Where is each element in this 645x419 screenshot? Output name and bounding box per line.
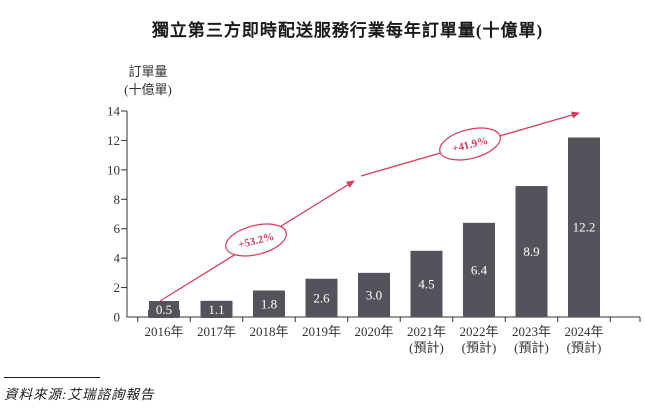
y-tick-label: 6 xyxy=(114,221,121,236)
x-category-label: 2021年 xyxy=(407,324,446,339)
bar-value-label: 3.0 xyxy=(366,287,382,302)
bar-2023年 xyxy=(515,186,548,317)
plot-area: 0 2 4 6 8 10 12 14 0.5 2016年 1.1 2017年 1.8 2018年 2.6 20… xyxy=(107,104,641,355)
x-category-label: 2018年 xyxy=(249,324,288,339)
y-axis-unit-line1: 訂單量 xyxy=(128,64,167,79)
growth-badge: +41.9% xyxy=(439,127,501,161)
x-category-label: 2017年 xyxy=(197,324,236,339)
bar-value-label: 0.5 xyxy=(156,302,172,317)
bar-value-chip xyxy=(149,301,179,318)
x-category-label-note: (預計) xyxy=(567,340,602,355)
bar-value-label: 1.1 xyxy=(208,302,224,317)
y-tick-label: 0 xyxy=(114,310,121,325)
y-tick-label: 2 xyxy=(114,280,121,295)
y-tick-label: 10 xyxy=(107,162,120,177)
growth-badge-ellipse xyxy=(225,223,287,257)
bar-2019年 xyxy=(305,278,338,317)
x-category-label-note: (預計) xyxy=(514,340,549,355)
bar-value-label: 12.2 xyxy=(573,220,596,235)
bar-2024年 xyxy=(568,137,600,317)
x-category-label-note: (預計) xyxy=(409,340,444,355)
bar-value-label: 4.5 xyxy=(418,276,434,291)
x-category-label-note: (預計) xyxy=(462,340,497,355)
order-volume-bar-chart: 訂單量 (十億單) 0 2 4 6 8 10 12 14 0.5 2016年 1.1 2017年 1.8… xyxy=(107,64,641,355)
bar-2018年 xyxy=(253,290,285,317)
x-category-label: 2023年 xyxy=(512,324,551,339)
y-tick-label: 8 xyxy=(114,192,121,207)
bar-2020年 xyxy=(358,272,390,317)
bar-2022年 xyxy=(463,222,495,317)
y-tick-label: 4 xyxy=(114,251,121,266)
x-category-label: 2020年 xyxy=(354,324,393,339)
y-tick-label: 12 xyxy=(107,133,120,148)
y-axis-unit-line2: (十億單) xyxy=(124,82,172,97)
bar-value-label: 2.6 xyxy=(313,290,330,305)
x-category-label: 2016年 xyxy=(144,324,183,339)
x-category-label: 2022年 xyxy=(459,324,498,339)
bar-value-label: 6.4 xyxy=(471,262,488,277)
x-category-label: 2024年 xyxy=(564,324,603,339)
growth-badge: +53.2% xyxy=(225,223,287,257)
y-tick-label: 14 xyxy=(107,104,121,119)
bar-value-chip xyxy=(201,301,232,318)
source-text: 資料來源:艾瑞諮詢報告 xyxy=(4,387,155,402)
bar-value-label: 8.9 xyxy=(523,244,539,259)
bar-value-label: 1.8 xyxy=(261,296,277,311)
growth-badge-ellipse xyxy=(439,127,501,161)
bar-2021年 xyxy=(410,250,443,317)
source-divider-line xyxy=(4,377,100,378)
chart-title: 獨立第三方即時配送服務行業每年訂單量(十億單) xyxy=(151,21,544,40)
x-category-label: 2019年 xyxy=(302,324,341,339)
